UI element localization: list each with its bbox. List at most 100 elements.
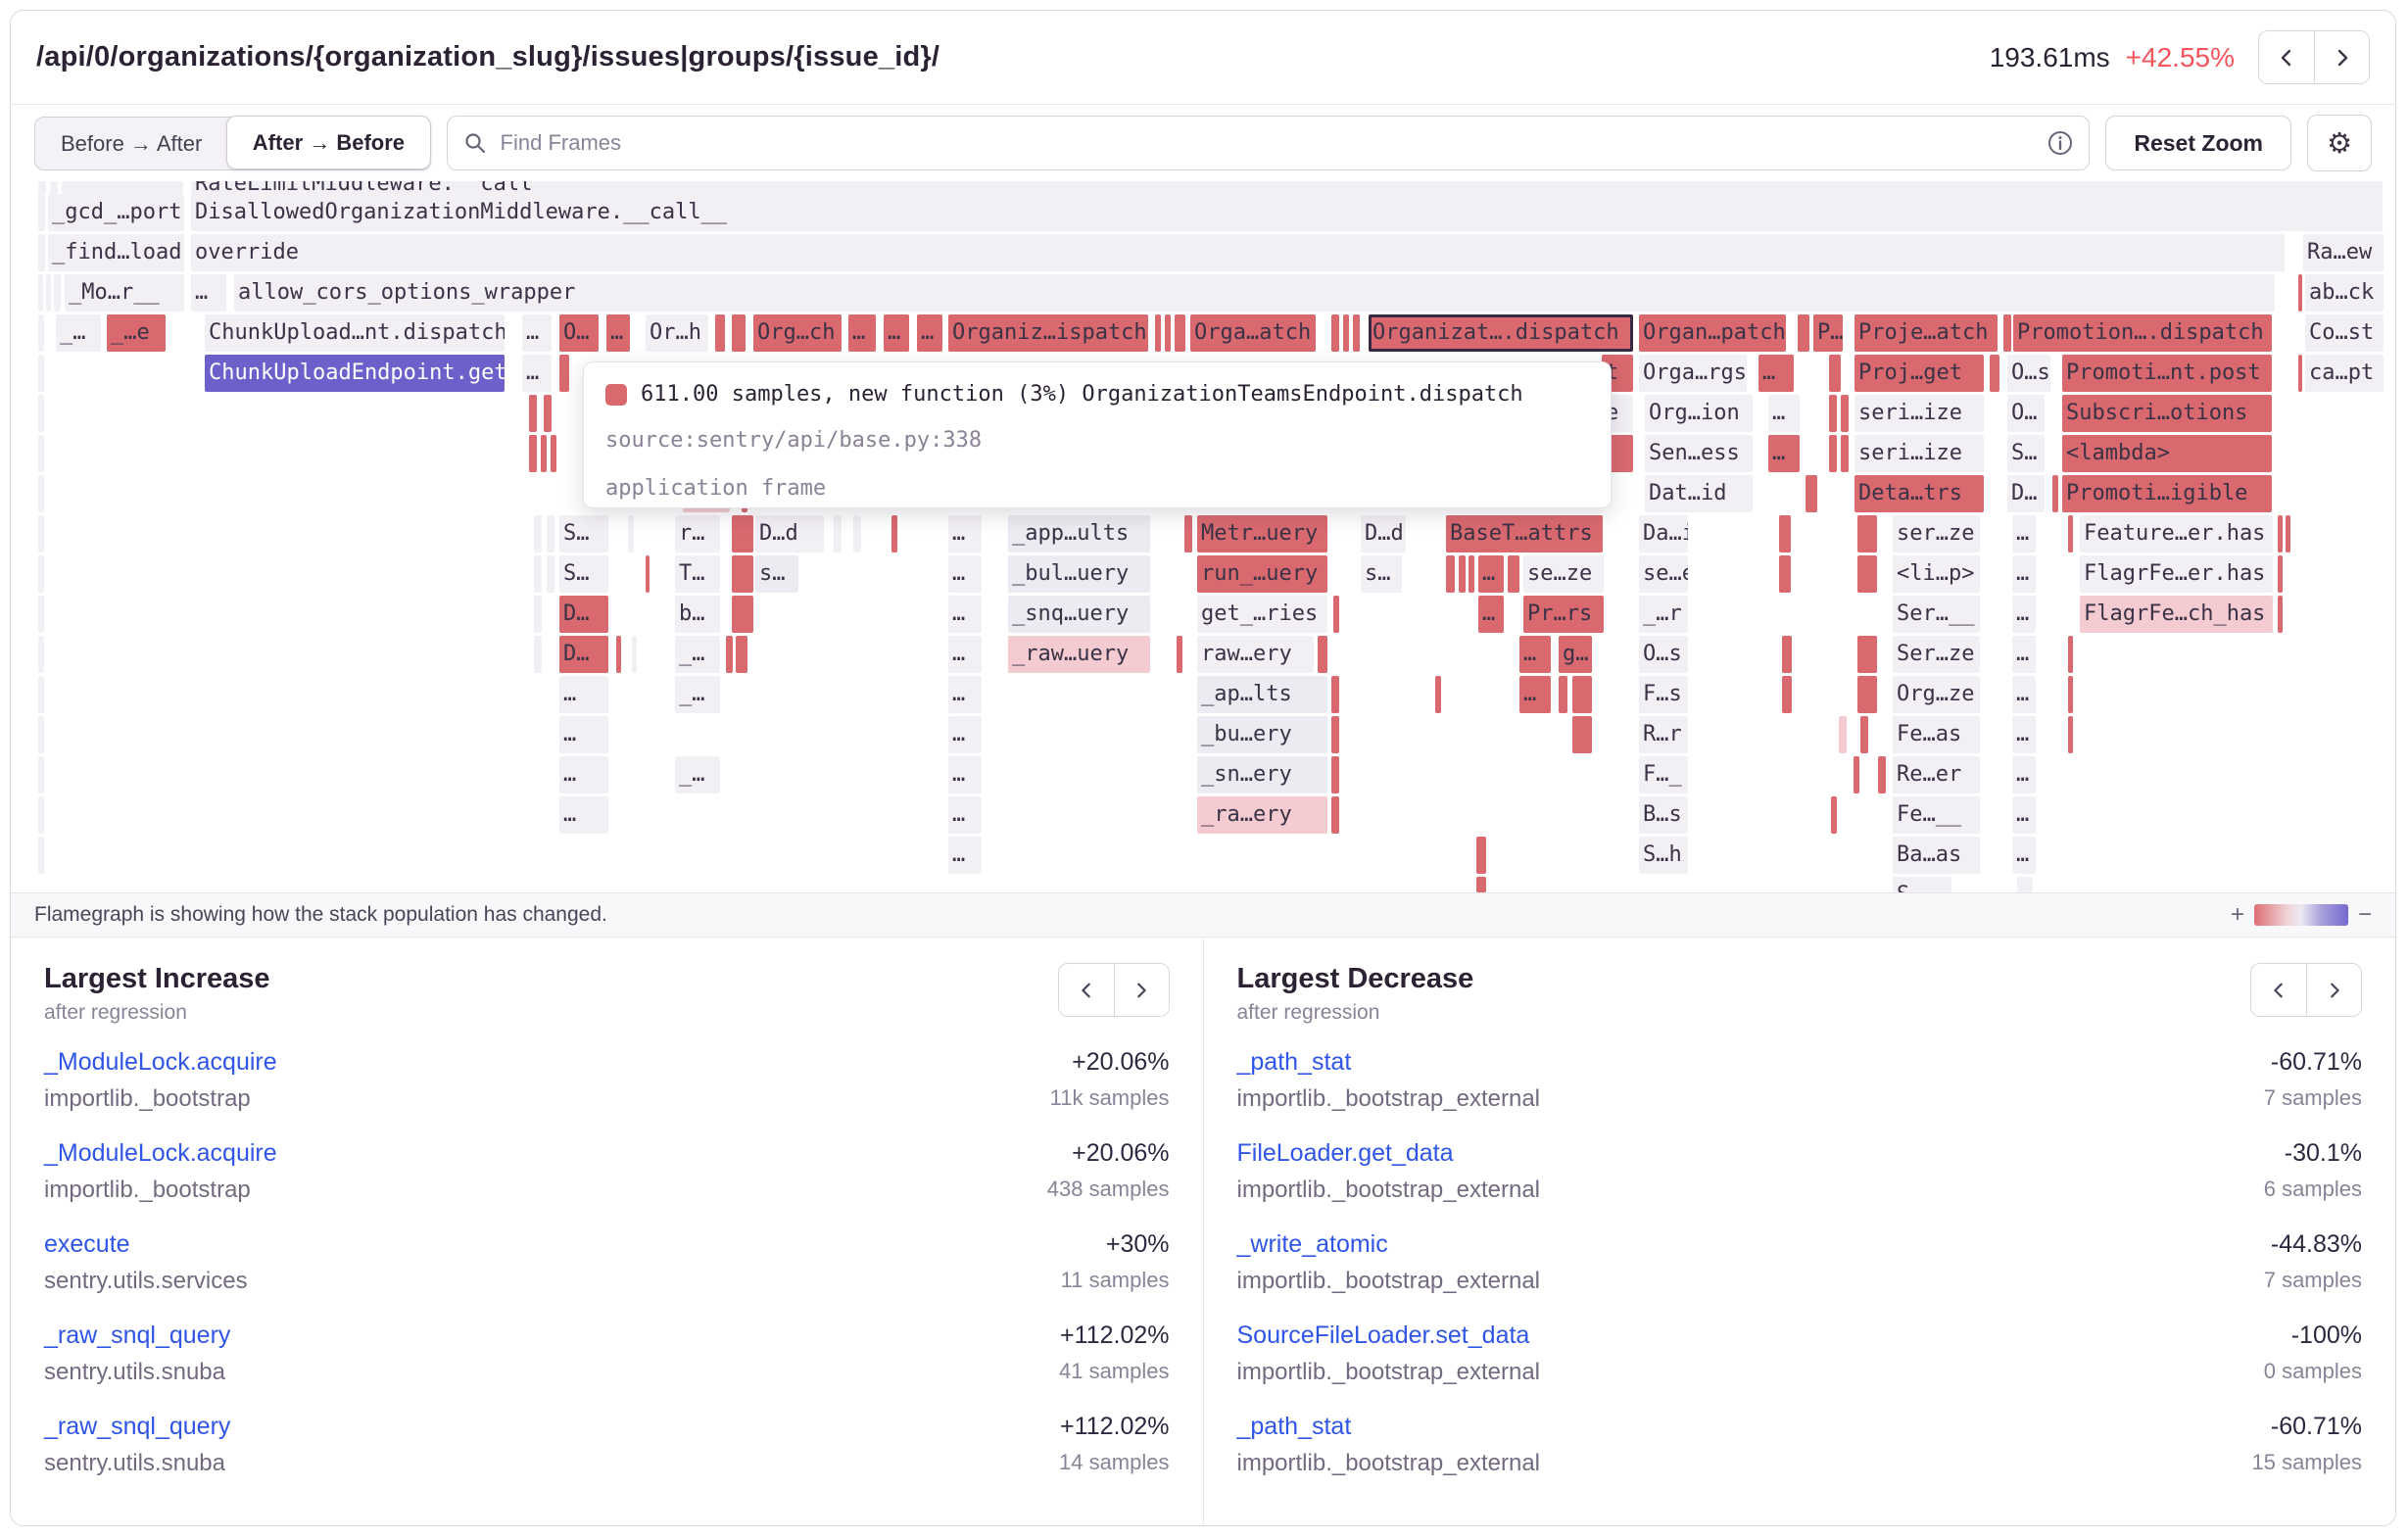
- flame-frame[interactable]: [853, 515, 861, 553]
- flame-frame[interactable]: FlagrFe…er.has: [2080, 555, 2273, 593]
- flame-frame[interactable]: [1508, 555, 1519, 593]
- decrease-prev-button[interactable]: [2251, 964, 2306, 1016]
- flame-frame[interactable]: [1175, 314, 1185, 352]
- flame-frame[interactable]: …: [1768, 435, 1800, 472]
- flame-frame[interactable]: D…: [559, 596, 608, 633]
- flame-frame[interactable]: Proj…get: [1854, 355, 1984, 392]
- flame-frame[interactable]: [1779, 555, 1791, 593]
- flame-frame[interactable]: [541, 435, 547, 472]
- flame-frame[interactable]: P…: [1813, 314, 1843, 352]
- flame-frame[interactable]: Promotion….dispatch: [2013, 314, 2272, 352]
- flame-frame[interactable]: [38, 314, 44, 352]
- flame-frame[interactable]: g…: [1559, 636, 1592, 673]
- function-link[interactable]: _ModuleLock.acquire: [44, 1048, 277, 1076]
- flame-frame[interactable]: Orga…rgs: [1639, 355, 1747, 392]
- flame-frame[interactable]: _gcd_…port: [48, 194, 184, 231]
- flame-frame[interactable]: [547, 515, 554, 553]
- flame-frame[interactable]: _…: [675, 676, 720, 713]
- flame-frame[interactable]: [38, 837, 44, 874]
- function-link[interactable]: _raw_snql_query: [44, 1413, 231, 1440]
- flame-frame[interactable]: R…r: [1639, 716, 1688, 753]
- flame-frame[interactable]: [732, 596, 753, 633]
- flame-frame[interactable]: _ra…ery: [1197, 796, 1327, 834]
- flame-frame[interactable]: Organ…patch: [1639, 314, 1786, 352]
- flame-frame[interactable]: Org…ze: [1893, 676, 1980, 713]
- flame-frame[interactable]: Ba…as: [1893, 837, 1980, 874]
- flame-frame[interactable]: Promoti…nt.post: [2062, 355, 2272, 392]
- flame-frame[interactable]: [1165, 314, 1171, 352]
- flame-frame[interactable]: [732, 515, 753, 553]
- find-frames-search[interactable]: [446, 116, 2091, 170]
- flame-frame[interactable]: [2278, 555, 2283, 593]
- flame-frame[interactable]: ChunkUploadEndpoint.get: [205, 355, 505, 392]
- flame-frame[interactable]: allow_cors_options_wrapper: [234, 274, 2275, 312]
- flame-frame[interactable]: [1860, 716, 1868, 753]
- flame-frame[interactable]: [1331, 676, 1339, 713]
- flame-frame[interactable]: _snq…uery: [1008, 596, 1150, 633]
- flame-frame[interactable]: …: [522, 355, 552, 392]
- flame-frame[interactable]: …: [559, 676, 608, 713]
- flame-frame[interactable]: _…: [675, 756, 720, 793]
- flame-frame[interactable]: _…: [675, 636, 720, 673]
- flame-frame[interactable]: [732, 314, 746, 352]
- flame-frame[interactable]: …: [948, 596, 982, 633]
- flame-frame[interactable]: [2068, 716, 2073, 753]
- flame-frame[interactable]: [38, 636, 44, 673]
- flame-frame[interactable]: BaseT…attrs: [1446, 515, 1603, 553]
- flame-frame[interactable]: [834, 515, 842, 553]
- flame-frame[interactable]: [1831, 796, 1837, 834]
- increase-prev-button[interactable]: [1058, 964, 1114, 1016]
- flame-frame[interactable]: r…: [675, 515, 720, 553]
- flame-frame[interactable]: Sen…ess: [1645, 435, 1753, 472]
- flame-frame[interactable]: [38, 395, 44, 432]
- flame-frame[interactable]: S…: [559, 555, 608, 593]
- flame-frame[interactable]: …: [948, 515, 982, 553]
- flame-frame[interactable]: …: [2012, 676, 2036, 713]
- flame-frame[interactable]: [38, 194, 45, 231]
- flame-frame[interactable]: [38, 716, 44, 753]
- flame-frame[interactable]: S: [1893, 877, 1951, 892]
- flame-frame[interactable]: [46, 274, 51, 312]
- function-link[interactable]: _path_stat: [1236, 1048, 1352, 1076]
- flame-frame[interactable]: [534, 555, 542, 593]
- flame-frame[interactable]: Deta…trs: [1854, 475, 1984, 512]
- flame-frame[interactable]: [1854, 756, 1859, 793]
- flame-frame[interactable]: [559, 355, 569, 392]
- flame-frame[interactable]: Da…id: [1639, 515, 1688, 553]
- flame-frame[interactable]: [38, 181, 46, 194]
- flame-frame[interactable]: [1446, 555, 1455, 593]
- flame-frame[interactable]: Fe…as: [1893, 716, 1980, 753]
- flame-frame[interactable]: [1857, 555, 1877, 593]
- flame-frame[interactable]: …: [1519, 636, 1551, 673]
- increase-next-button[interactable]: [1113, 964, 1169, 1016]
- flame-frame[interactable]: _…e: [107, 314, 166, 352]
- flame-frame[interactable]: …: [917, 314, 942, 352]
- flame-frame[interactable]: [1779, 515, 1791, 553]
- flame-frame[interactable]: [38, 756, 44, 793]
- flame-frame[interactable]: Orga…atch: [1190, 314, 1316, 352]
- flame-frame[interactable]: [38, 596, 44, 633]
- flame-frame[interactable]: [891, 515, 897, 553]
- flame-frame[interactable]: [1333, 596, 1339, 633]
- flame-frame[interactable]: …: [559, 796, 608, 834]
- flame-frame[interactable]: …: [2012, 756, 2036, 793]
- flame-frame[interactable]: …: [948, 837, 982, 874]
- flame-frame[interactable]: [50, 181, 58, 194]
- flame-frame[interactable]: [1331, 756, 1339, 793]
- flame-frame[interactable]: …: [2012, 796, 2036, 834]
- flame-frame[interactable]: [1782, 676, 1792, 713]
- flame-frame[interactable]: <lambda>: [2062, 435, 2272, 472]
- flame-frame[interactable]: [1469, 555, 1474, 593]
- flame-frame[interactable]: …: [2012, 636, 2036, 673]
- flame-frame[interactable]: [1839, 716, 1847, 753]
- flame-frame[interactable]: [1857, 515, 1877, 553]
- flame-frame[interactable]: [1177, 636, 1182, 673]
- flame-frame[interactable]: T…: [675, 555, 720, 593]
- flame-frame[interactable]: b…: [675, 596, 720, 633]
- flame-frame[interactable]: [534, 596, 542, 633]
- flame-frame[interactable]: [1829, 395, 1837, 432]
- flame-frame[interactable]: [2068, 636, 2073, 673]
- search-input[interactable]: [498, 129, 2048, 157]
- flame-frame[interactable]: Proje…atch: [1854, 314, 1998, 352]
- flame-frame[interactable]: …: [1478, 596, 1504, 633]
